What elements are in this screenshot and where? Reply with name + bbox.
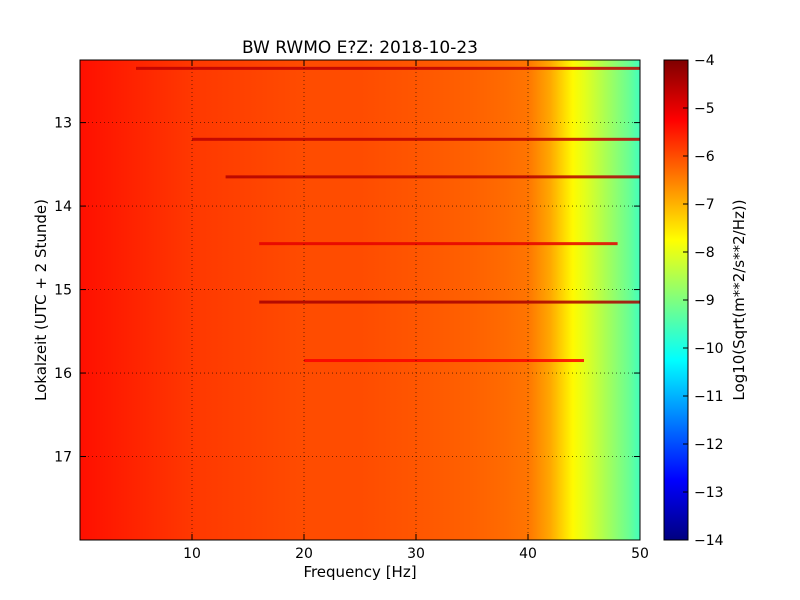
- x-tick-label: 40: [519, 546, 537, 562]
- x-tick-label: 50: [631, 546, 649, 562]
- x-tick-label: 20: [295, 546, 313, 562]
- grid-lines: [80, 60, 640, 540]
- colorbar-tick-label: −12: [694, 437, 724, 453]
- y-tick-label: 16: [54, 366, 72, 382]
- chart-title: BW RWMO E?Z: 2018-10-23: [242, 38, 478, 58]
- y-tick-label: 13: [54, 116, 72, 132]
- colorbar-tick-label: −10: [694, 341, 724, 357]
- plot-area: [79, 59, 641, 541]
- x-tick-label: 10: [183, 546, 201, 562]
- colorbar-tick-label: −13: [694, 485, 724, 501]
- spectral-band-1: [192, 137, 640, 141]
- heatmap-background: [80, 60, 640, 540]
- colorbar-tick-label: −6: [694, 149, 715, 165]
- colorbar: −4 −5 −6 −7 −8 −9 −10 −11 −12 −13 −14 Log10(Sqrt(m…: [663, 53, 748, 549]
- colorbar-label: Log10(Sqrt(m**2/s**2/Hz)): [730, 199, 748, 400]
- spectral-band-3: [259, 242, 618, 246]
- colorbar-tick-label: −11: [694, 389, 724, 405]
- spectral-bands: [136, 66, 640, 363]
- colorbar-tick-label: −14: [694, 533, 724, 549]
- y-axis: 13 14 15 16 17: [54, 116, 640, 466]
- colorbar-tick-label: −7: [694, 197, 715, 213]
- x-axis-label: Frequency [Hz]: [303, 563, 416, 581]
- colorbar-tick-label: −9: [694, 293, 715, 309]
- spectral-band-2: [225, 175, 640, 179]
- spectral-band-5: [304, 359, 584, 363]
- y-tick-label: 17: [54, 450, 72, 466]
- spectral-band-4: [259, 300, 640, 304]
- y-axis-label: Lokalzeit (UTC + 2 Stunde): [32, 199, 50, 401]
- y-tick-label: 15: [54, 283, 72, 299]
- colorbar-tick-label: −8: [694, 245, 715, 261]
- y-tick-label: 14: [54, 199, 72, 215]
- colorbar-ticks: −4 −5 −6 −7 −8 −9 −10 −11 −12 −13 −14: [683, 53, 724, 549]
- spectral-band-0: [136, 66, 640, 70]
- colorbar-tick-label: −5: [694, 101, 715, 117]
- colorbar-tick-label: −4: [694, 53, 715, 69]
- x-tick-label: 30: [407, 546, 425, 562]
- plot-frame: [79, 59, 641, 541]
- x-axis: 10 20 30 40 50: [183, 60, 649, 562]
